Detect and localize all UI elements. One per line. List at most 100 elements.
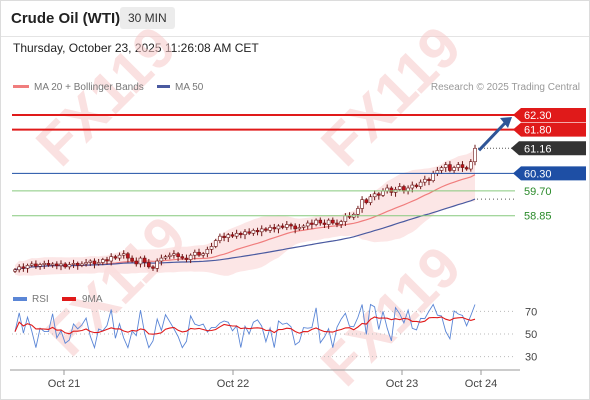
- watermark-text-1: FX119: [309, 14, 474, 179]
- legend-label-ma50: MA 50: [175, 82, 204, 93]
- candle-body: [109, 256, 113, 262]
- candle-body: [322, 222, 327, 225]
- candle-body: [372, 193, 377, 198]
- legend-label-rsi: RSI: [32, 294, 49, 305]
- candle-body: [473, 147, 477, 163]
- last-price-marker: [511, 141, 586, 156]
- candle-body: [188, 254, 193, 260]
- credit-text: Research © 2025 Trading Central: [431, 82, 580, 93]
- candle-body: [397, 186, 402, 190]
- projection-arrow-head: [500, 116, 512, 128]
- candle-body: [130, 257, 134, 262]
- candle-body: [289, 224, 293, 227]
- candle-body: [193, 251, 197, 256]
- candle-body: [113, 256, 118, 259]
- candle-body: [34, 263, 38, 267]
- candle-body: [84, 262, 88, 265]
- candle-body: [402, 186, 406, 192]
- candle-body: [293, 225, 297, 230]
- rsi-layer: 70 50 30: [12, 303, 537, 364]
- candle-body: [423, 178, 427, 183]
- candle-body: [63, 263, 67, 268]
- resistance-marker: [513, 122, 586, 137]
- candle-body: [285, 224, 289, 228]
- candle-body: [427, 178, 431, 181]
- candle-body: [268, 227, 272, 231]
- watermark-text-3: FX119: [309, 234, 474, 399]
- candle-body: [46, 263, 51, 266]
- candle-body: [42, 263, 47, 265]
- timestamp: Thursday, October 23, 2025 11:26:08 AM C…: [13, 41, 259, 55]
- candle-body: [410, 184, 415, 189]
- candle-body: [272, 227, 277, 230]
- candle-body: [142, 257, 147, 263]
- legend-swatch-ma50: [157, 85, 170, 88]
- candle-body: [92, 260, 97, 265]
- candle-body: [431, 173, 435, 181]
- candle-body: [314, 219, 318, 225]
- candle-body: [67, 264, 72, 268]
- pivot-marker: [513, 166, 586, 181]
- candle-body: [172, 253, 176, 256]
- candle-body: [159, 257, 164, 262]
- x-tick-label: Oct 21: [48, 378, 80, 390]
- candle-body: [96, 262, 101, 265]
- candle-body: [155, 260, 159, 269]
- legend-swatch-ma20: [13, 85, 29, 88]
- candle-body: [381, 190, 385, 196]
- chart-header: Crude Oil (WTI) 30 MIN: [0, 0, 590, 37]
- candle-body: [147, 262, 151, 268]
- candle-body: [469, 161, 473, 170]
- candle-body: [105, 259, 109, 262]
- candle-body: [259, 228, 264, 233]
- candle-body: [88, 260, 93, 263]
- candle-body: [13, 269, 17, 272]
- candle-body: [331, 219, 335, 224]
- candle-body: [335, 222, 339, 225]
- candle-body: [213, 240, 218, 247]
- candle-body: [318, 219, 323, 224]
- levels-layer: 62.30 61.80 61.16 60.30 59.70 58.85: [12, 107, 586, 223]
- candle-body: [101, 259, 105, 263]
- candle-body: [301, 225, 306, 228]
- candle-body: [389, 187, 394, 193]
- legend-layer: MA 20 + Bollinger Bands MA 50 Research © 2…: [13, 82, 580, 305]
- rsi-tick-label: 70: [525, 306, 537, 318]
- candle-body: [452, 167, 456, 171]
- candle-body: [180, 256, 185, 259]
- candle-body: [443, 164, 448, 168]
- candle-body: [230, 234, 235, 237]
- interval-badge[interactable]: 30 MIN: [120, 7, 175, 29]
- x-tick-label: Oct 23: [386, 378, 418, 390]
- support-label: 59.70: [524, 186, 552, 198]
- candle-body: [414, 184, 419, 187]
- candle-body: [75, 263, 80, 266]
- pivot-label: 60.30: [524, 168, 552, 180]
- candle-body: [305, 222, 310, 227]
- candle-body: [247, 231, 251, 234]
- legend-label-ma20: MA 20 + Bollinger Bands: [34, 82, 144, 93]
- candle-body: [339, 221, 343, 225]
- candle-body: [280, 225, 285, 228]
- candle-body: [59, 263, 63, 266]
- candle-body: [439, 167, 444, 171]
- candle-body: [50, 263, 55, 266]
- candle-body: [138, 257, 143, 265]
- rsi-ma-line: [14, 316, 476, 335]
- rsi-line: [14, 303, 476, 350]
- candle-body: [234, 232, 239, 237]
- candle-body: [243, 231, 247, 236]
- candle-body: [356, 208, 360, 215]
- candle-body: [264, 228, 268, 231]
- candle-body: [176, 253, 180, 257]
- ma50-line: [14, 198, 476, 271]
- candle-body: [117, 254, 122, 259]
- candle-body: [326, 219, 331, 225]
- candle-body: [377, 193, 381, 196]
- legend-swatch-rsi: [13, 297, 27, 301]
- last-price-label: 61.16: [524, 143, 552, 155]
- rsi-tick-label: 50: [525, 329, 537, 341]
- candle-body: [255, 230, 260, 233]
- candle-body: [222, 235, 226, 238]
